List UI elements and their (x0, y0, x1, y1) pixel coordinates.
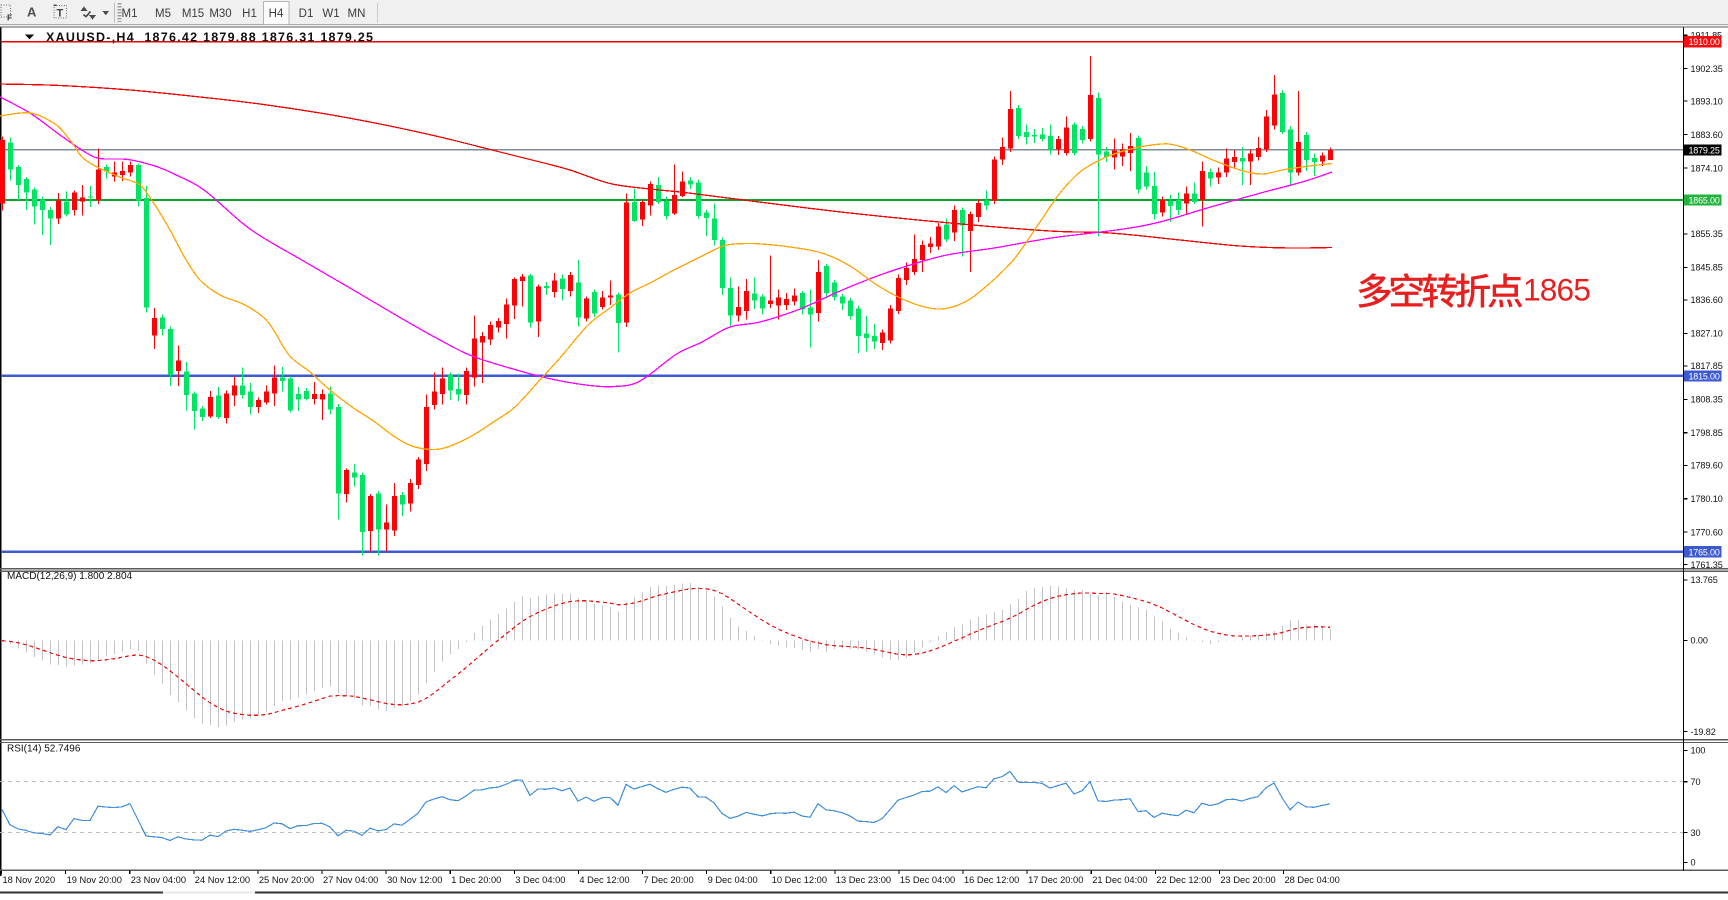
svg-text:MACD(12,26,9) 1.800 2.804: MACD(12,26,9) 1.800 2.804 (7, 571, 133, 582)
svg-text:M5: M5 (155, 8, 171, 20)
svg-text:1845.85: 1845.85 (1691, 263, 1723, 273)
svg-text:A: A (27, 5, 37, 20)
svg-text:9 Dec 04:00: 9 Dec 04:00 (708, 875, 758, 885)
svg-text:1902.35: 1902.35 (1691, 64, 1723, 74)
svg-text:1815.00: 1815.00 (1689, 371, 1720, 381)
svg-text:3 Dec 04:00: 3 Dec 04:00 (515, 875, 565, 885)
svg-text:1817.85: 1817.85 (1691, 361, 1723, 371)
svg-text:15 Dec 04:00: 15 Dec 04:00 (900, 875, 955, 885)
svg-text:1911.85: 1911.85 (1691, 31, 1723, 41)
svg-text:4 Dec 12:00: 4 Dec 12:00 (579, 875, 629, 885)
svg-text:1761.35: 1761.35 (1691, 560, 1723, 570)
svg-text:10 Dec 12:00: 10 Dec 12:00 (772, 875, 827, 885)
svg-text:1780.10: 1780.10 (1691, 494, 1723, 504)
svg-text:100: 100 (1691, 746, 1706, 756)
svg-text:1808.35: 1808.35 (1691, 395, 1723, 405)
svg-text:0: 0 (1691, 858, 1696, 868)
svg-text:1879.25: 1879.25 (1689, 145, 1720, 155)
svg-text:M30: M30 (209, 8, 231, 20)
svg-text:H4: H4 (269, 8, 284, 20)
svg-text:RSI(14) 52.7496: RSI(14) 52.7496 (7, 744, 81, 755)
svg-text:25 Nov 20:00: 25 Nov 20:00 (259, 875, 314, 885)
svg-text:1798.85: 1798.85 (1691, 428, 1723, 438)
svg-text:1865.00: 1865.00 (1689, 196, 1720, 206)
svg-text:-19.82: -19.82 (1691, 727, 1716, 737)
svg-text:1765.00: 1765.00 (1689, 547, 1720, 557)
svg-text:13.765: 13.765 (1691, 575, 1718, 585)
svg-text:W1: W1 (322, 8, 339, 20)
svg-text:70: 70 (1691, 777, 1701, 787)
svg-text:27 Nov 04:00: 27 Nov 04:00 (323, 875, 378, 885)
svg-text:18 Nov 2020: 18 Nov 2020 (3, 875, 56, 885)
svg-text:1 Dec 20:00: 1 Dec 20:00 (451, 875, 501, 885)
svg-text:22 Dec 12:00: 22 Dec 12:00 (1156, 875, 1211, 885)
svg-text:1865: 1865 (1523, 272, 1590, 308)
svg-text:24 Nov 12:00: 24 Nov 12:00 (195, 875, 250, 885)
svg-text:1855.35: 1855.35 (1691, 229, 1723, 239)
svg-text:1910.00: 1910.00 (1689, 37, 1720, 47)
svg-text:M1: M1 (122, 8, 138, 20)
svg-text:23 Dec 20:00: 23 Dec 20:00 (1220, 875, 1275, 885)
svg-text:1827.10: 1827.10 (1691, 329, 1723, 339)
svg-text:1893.10: 1893.10 (1691, 96, 1723, 106)
svg-text:1789.60: 1789.60 (1691, 461, 1723, 471)
svg-text:XAUUSD-,H4 1876.42 1879.88 18: XAUUSD-,H4 1876.42 1879.88 1876.31 1879.… (46, 31, 374, 45)
svg-text:16 Dec 12:00: 16 Dec 12:00 (964, 875, 1019, 885)
svg-text:H1: H1 (242, 8, 257, 20)
svg-text:0.00: 0.00 (1691, 636, 1708, 646)
svg-text:23 Nov 04:00: 23 Nov 04:00 (131, 875, 186, 885)
svg-text:MN: MN (348, 8, 366, 20)
svg-text:21 Dec 04:00: 21 Dec 04:00 (1092, 875, 1147, 885)
svg-text:17 Dec 20:00: 17 Dec 20:00 (1028, 875, 1083, 885)
svg-text:13 Dec 23:00: 13 Dec 23:00 (836, 875, 891, 885)
svg-text:1883.60: 1883.60 (1691, 130, 1723, 140)
svg-text:28 Dec 04:00: 28 Dec 04:00 (1285, 875, 1340, 885)
svg-text:D1: D1 (299, 8, 314, 20)
svg-text:7 Dec 20:00: 7 Dec 20:00 (644, 875, 694, 885)
svg-text:30 Nov 12:00: 30 Nov 12:00 (387, 875, 442, 885)
svg-text:1770.60: 1770.60 (1691, 527, 1723, 537)
svg-text:M15: M15 (182, 8, 204, 20)
svg-text:1836.60: 1836.60 (1691, 295, 1723, 305)
svg-text:30: 30 (1691, 828, 1701, 838)
svg-text:1874.10: 1874.10 (1691, 163, 1723, 173)
svg-text:T: T (57, 8, 64, 20)
svg-text:19 Nov 20:00: 19 Nov 20:00 (67, 875, 122, 885)
svg-text:F: F (7, 13, 12, 23)
